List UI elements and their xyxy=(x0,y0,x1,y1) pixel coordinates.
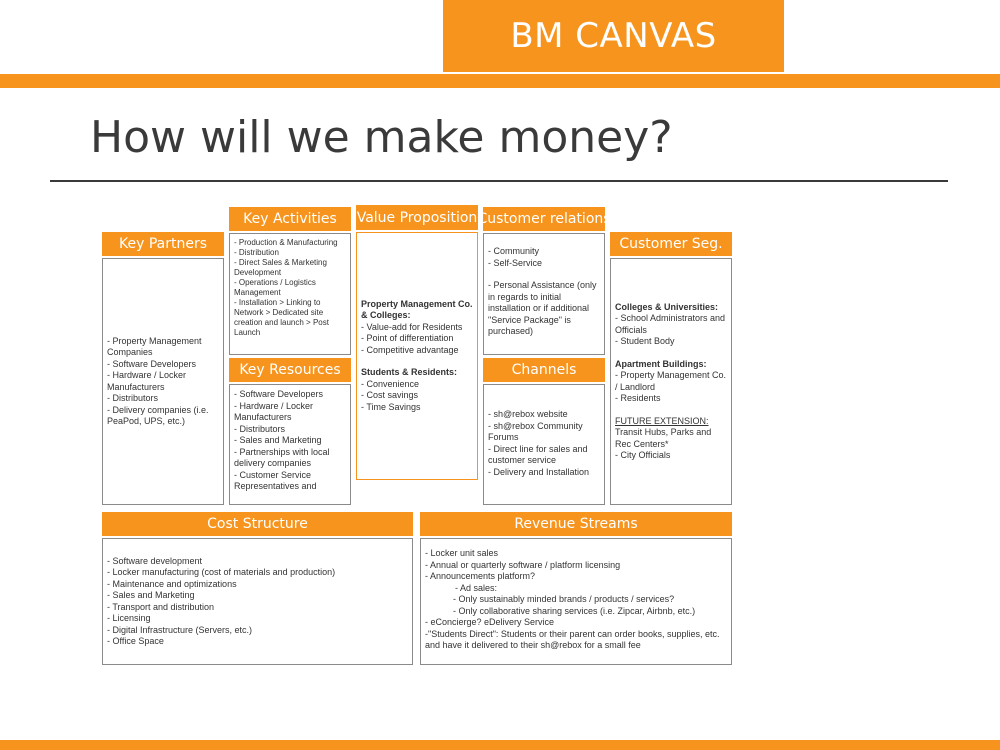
cost-structure-line: - Office Space xyxy=(107,636,164,646)
cost-structure-line: - Digital Infrastructure (Servers, etc.) xyxy=(107,624,253,635)
key-activities-box: - Production & Manufacturing - Distribut… xyxy=(229,233,351,355)
customer-segments-heading: Apartment Buildings: xyxy=(615,358,707,369)
cost-structure-line: - Licensing xyxy=(107,613,151,623)
customer-relations-line: - Personal Assistance (only in regards t… xyxy=(488,280,600,336)
customer-segments-heading: Colleges & Universities: xyxy=(615,301,719,312)
revenue-streams-line: - Annual or quarterly software / platfor… xyxy=(425,559,621,570)
customer-segments-line: - Student Body xyxy=(615,336,675,346)
key-resources-line: - Sales and Marketing xyxy=(234,435,322,445)
cost-structure-line: - Maintenance and optimizations xyxy=(107,578,237,589)
key-activities-line: - Installation > Linking to Network > De… xyxy=(234,298,332,337)
key-partners-line: - Hardware / Locker Manufacturers xyxy=(107,370,189,392)
customer-segments-line: - School Administrators and Officials xyxy=(615,313,728,335)
value-proposition-line: - Value-add for Residents xyxy=(361,321,463,332)
cost-structure-line: - Transport and distribution xyxy=(107,601,215,612)
key-resources-line: - Software Developers xyxy=(234,389,324,399)
banner-title: BM CANVAS xyxy=(510,16,717,56)
customer-relations-box: - Community - Self-Service - Personal As… xyxy=(483,233,605,355)
key-activities-line: - Distribution xyxy=(234,248,279,257)
value-proposition-header: Value Proposition xyxy=(356,205,478,230)
value-proposition-line: - Cost savings xyxy=(361,390,419,401)
slide-banner: BM CANVAS xyxy=(443,0,784,72)
value-proposition-line: - Convenience xyxy=(361,378,420,389)
headline-divider xyxy=(50,180,948,182)
revenue-streams-line: - Ad sales: xyxy=(455,582,498,593)
key-partners-line: - Property Management Companies xyxy=(107,335,205,358)
customer-relations-header: Customer relations xyxy=(483,207,605,231)
revenue-streams-line: -"Students Direct": Students or their pa… xyxy=(425,628,723,651)
revenue-streams-line: - eConcierge? eDelivery Service xyxy=(425,617,555,627)
key-partners-line: - Delivery companies (i.e. PeaPod, UPS, … xyxy=(107,404,212,427)
key-activities-line: - Operations / Logistics Management xyxy=(234,278,319,297)
channels-line: - sh@rebox website xyxy=(488,409,568,419)
value-proposition-box: Property Management Co. & Colleges: - Va… xyxy=(356,232,478,480)
key-partners-line: - Software Developers xyxy=(107,358,197,369)
customer-segments-line: Transit Hubs, Parks and Rec Centers* xyxy=(615,427,714,449)
cost-structure-line: - Sales and Marketing xyxy=(107,590,195,600)
slide-headline: How will we make money? xyxy=(90,112,673,163)
customer-segments-heading: FUTURE EXTENSION: xyxy=(615,415,709,426)
revenue-streams-header: Revenue Streams xyxy=(420,512,732,536)
channels-box: - sh@rebox website - sh@rebox Community … xyxy=(483,384,605,505)
revenue-streams-line: - Only collaborative sharing services (i… xyxy=(453,605,696,616)
key-resources-line: - Customer Service Representatives and xyxy=(234,469,317,492)
customer-segments-header: Customer Seg. xyxy=(610,232,732,256)
cost-structure-line: - Locker manufacturing (cost of material… xyxy=(107,567,336,577)
value-proposition-heading: Property Management Co. & Colleges: xyxy=(361,298,476,321)
value-proposition-heading: Students & Residents: xyxy=(361,367,458,378)
channels-line: - Direct line for sales and customer ser… xyxy=(488,443,591,466)
cost-structure-line: - Software development xyxy=(107,555,203,566)
value-proposition-line: - Time Savings xyxy=(361,401,421,412)
revenue-streams-line: - Only sustainably minded brands / produ… xyxy=(453,594,675,604)
cost-structure-header: Cost Structure xyxy=(102,512,413,536)
key-activities-line: - Direct Sales & Marketing Development xyxy=(234,258,330,277)
key-resources-line: - Hardware / Locker Manufacturers xyxy=(234,400,316,423)
channels-line: - sh@rebox Community Forums xyxy=(488,420,586,443)
value-proposition-line: - Competitive advantage xyxy=(361,344,459,355)
customer-segments-line: - Residents xyxy=(615,393,661,403)
cost-structure-box: - Software development - Locker manufact… xyxy=(102,538,413,665)
revenue-streams-line: - Locker unit sales xyxy=(425,548,499,558)
customer-segments-line: - City Officials xyxy=(615,450,671,460)
key-resources-header: Key Resources xyxy=(229,358,351,382)
top-accent-bar xyxy=(0,74,1000,88)
key-resources-line: - Partnerships with local delivery compa… xyxy=(234,446,333,469)
key-partners-header: Key Partners xyxy=(102,232,224,256)
channels-line: - Delivery and Installation xyxy=(488,466,590,477)
revenue-streams-box: - Locker unit sales - Annual or quarterl… xyxy=(420,538,732,665)
key-activities-line: - Production & Manufacturing xyxy=(234,238,338,247)
key-partners-line: - Distributors xyxy=(107,393,159,403)
value-proposition-line: - Point of differentiation xyxy=(361,333,454,344)
channels-header: Channels xyxy=(483,358,605,382)
bottom-accent-bar xyxy=(0,740,1000,750)
customer-relations-line: - Community xyxy=(488,246,540,256)
customer-segments-box: Colleges & Universities: - School Admini… xyxy=(610,258,732,505)
key-resources-line: - Distributors xyxy=(234,423,286,434)
customer-relations-line: - Self-Service xyxy=(488,257,543,268)
key-activities-header: Key Activities xyxy=(229,207,351,231)
key-resources-box: - Software Developers - Hardware / Locke… xyxy=(229,384,351,505)
revenue-streams-line: - Announcements platform? xyxy=(425,571,536,581)
key-partners-box: - Property Management Companies - Softwa… xyxy=(102,258,224,505)
customer-segments-line: - Property Management Co. / Landlord xyxy=(615,370,729,392)
